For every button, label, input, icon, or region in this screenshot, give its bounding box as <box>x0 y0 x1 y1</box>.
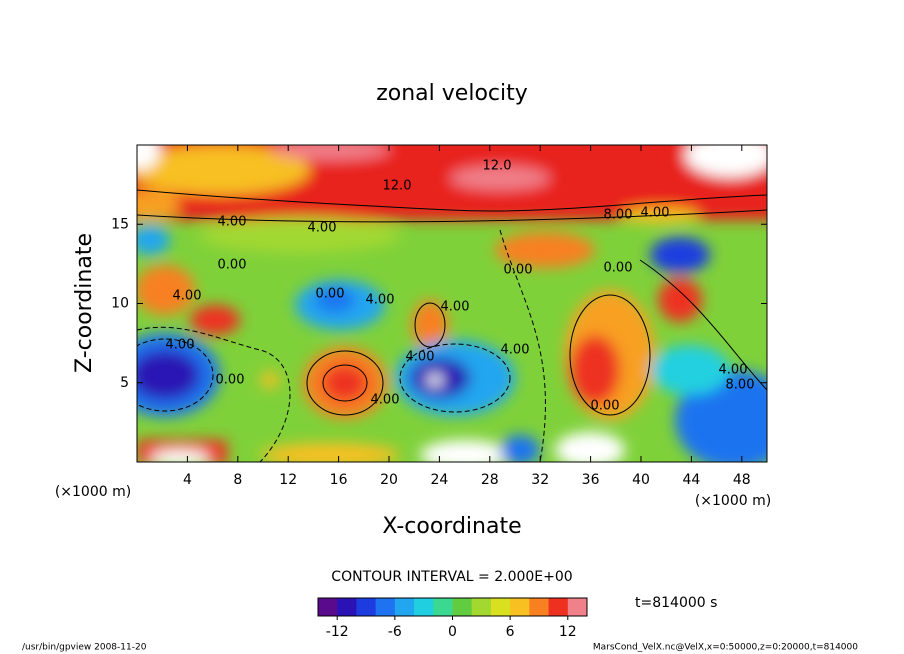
x-axis-label: X-coordinate <box>382 514 521 539</box>
colorbar-cell <box>452 598 473 616</box>
contour-label: 4.00 <box>218 215 247 230</box>
colorbar-tick-label: -12 <box>326 624 349 640</box>
contour-label: 0.00 <box>591 399 620 414</box>
x-tick-label: 8 <box>233 472 242 488</box>
contour-label: 0.00 <box>216 373 245 388</box>
colorbar-cell <box>490 598 511 616</box>
colorbar-cell <box>337 598 357 616</box>
y-tick-label: 5 <box>120 375 129 391</box>
x-tick-label: 44 <box>682 472 700 488</box>
time-label: t=814000 s <box>635 595 717 611</box>
y-tick-label: 15 <box>111 216 129 232</box>
x-tick-label: 28 <box>481 472 499 488</box>
colorbar-cell <box>529 598 550 616</box>
x-tick-label: 36 <box>582 472 600 488</box>
footer-left: /usr/bin/gpview 2008-11-20 <box>22 643 147 653</box>
contour-label: 4.00 <box>501 343 530 358</box>
contour-label: 12.0 <box>483 159 512 174</box>
colorbar-cell <box>433 598 453 616</box>
x-tick-label: 48 <box>733 472 751 488</box>
colorbar-tick-label: -6 <box>388 624 402 640</box>
contour-label: 4.00 <box>441 300 470 315</box>
x-tick-label: 16 <box>330 472 348 488</box>
colorbar-cell <box>548 598 569 616</box>
x-tick-label: 32 <box>531 472 549 488</box>
colorbar-cell <box>414 598 434 616</box>
x-tick-label: 24 <box>430 472 448 488</box>
colorbar-tick-label: 6 <box>506 624 515 640</box>
colorbar-cell <box>356 598 377 616</box>
chart-title: zonal velocity <box>376 81 528 106</box>
contour-label: 4.00 <box>719 363 748 378</box>
contour-label: 4.00 <box>406 350 435 365</box>
x-unit: (×1000 m) <box>695 493 771 509</box>
colorbar-cell <box>471 598 492 616</box>
colorbar-tick-label: 12 <box>559 624 577 640</box>
contour-label: 0.00 <box>604 261 633 276</box>
footer-right: MarsCond_VelX.nc@VelX,x=0:50000,z=0:2000… <box>593 643 858 653</box>
colorbar-tick-label: 0 <box>448 624 457 640</box>
contour-label: 0.00 <box>316 287 345 302</box>
contour-label: 12.0 <box>383 179 412 194</box>
colorbar-cell <box>394 598 415 616</box>
contour-field <box>137 145 767 462</box>
contour-label: 4.00 <box>166 338 195 353</box>
contour-interval: CONTOUR INTERVAL = 2.000E+00 <box>331 569 572 585</box>
contour-label: 8.00 <box>726 378 755 393</box>
x-tick-label: 20 <box>380 472 398 488</box>
x-tick-label: 40 <box>632 472 650 488</box>
contour-label: 4.00 <box>366 293 395 308</box>
contour-label: 4.00 <box>371 393 400 408</box>
colorbar-cell <box>510 598 530 616</box>
contour-label: 0.00 <box>218 258 247 273</box>
x-tick-label: 4 <box>183 472 192 488</box>
contour-label: 0.00 <box>504 263 533 278</box>
colorbar-cell <box>375 598 396 616</box>
contour-label: 4.00 <box>308 221 337 236</box>
contour-label: 4.00 <box>173 289 202 304</box>
colorbar-cell <box>318 598 338 616</box>
x-tick-label: 12 <box>279 472 297 488</box>
x-unit: (×1000 m) <box>55 484 131 500</box>
contour-label: 4.00 <box>641 206 670 221</box>
y-tick-label: 10 <box>111 296 129 312</box>
y-axis-label: Z-coordinate <box>72 233 97 373</box>
colorbar-cell <box>567 598 588 616</box>
contour-label: 8.00 <box>604 208 633 223</box>
